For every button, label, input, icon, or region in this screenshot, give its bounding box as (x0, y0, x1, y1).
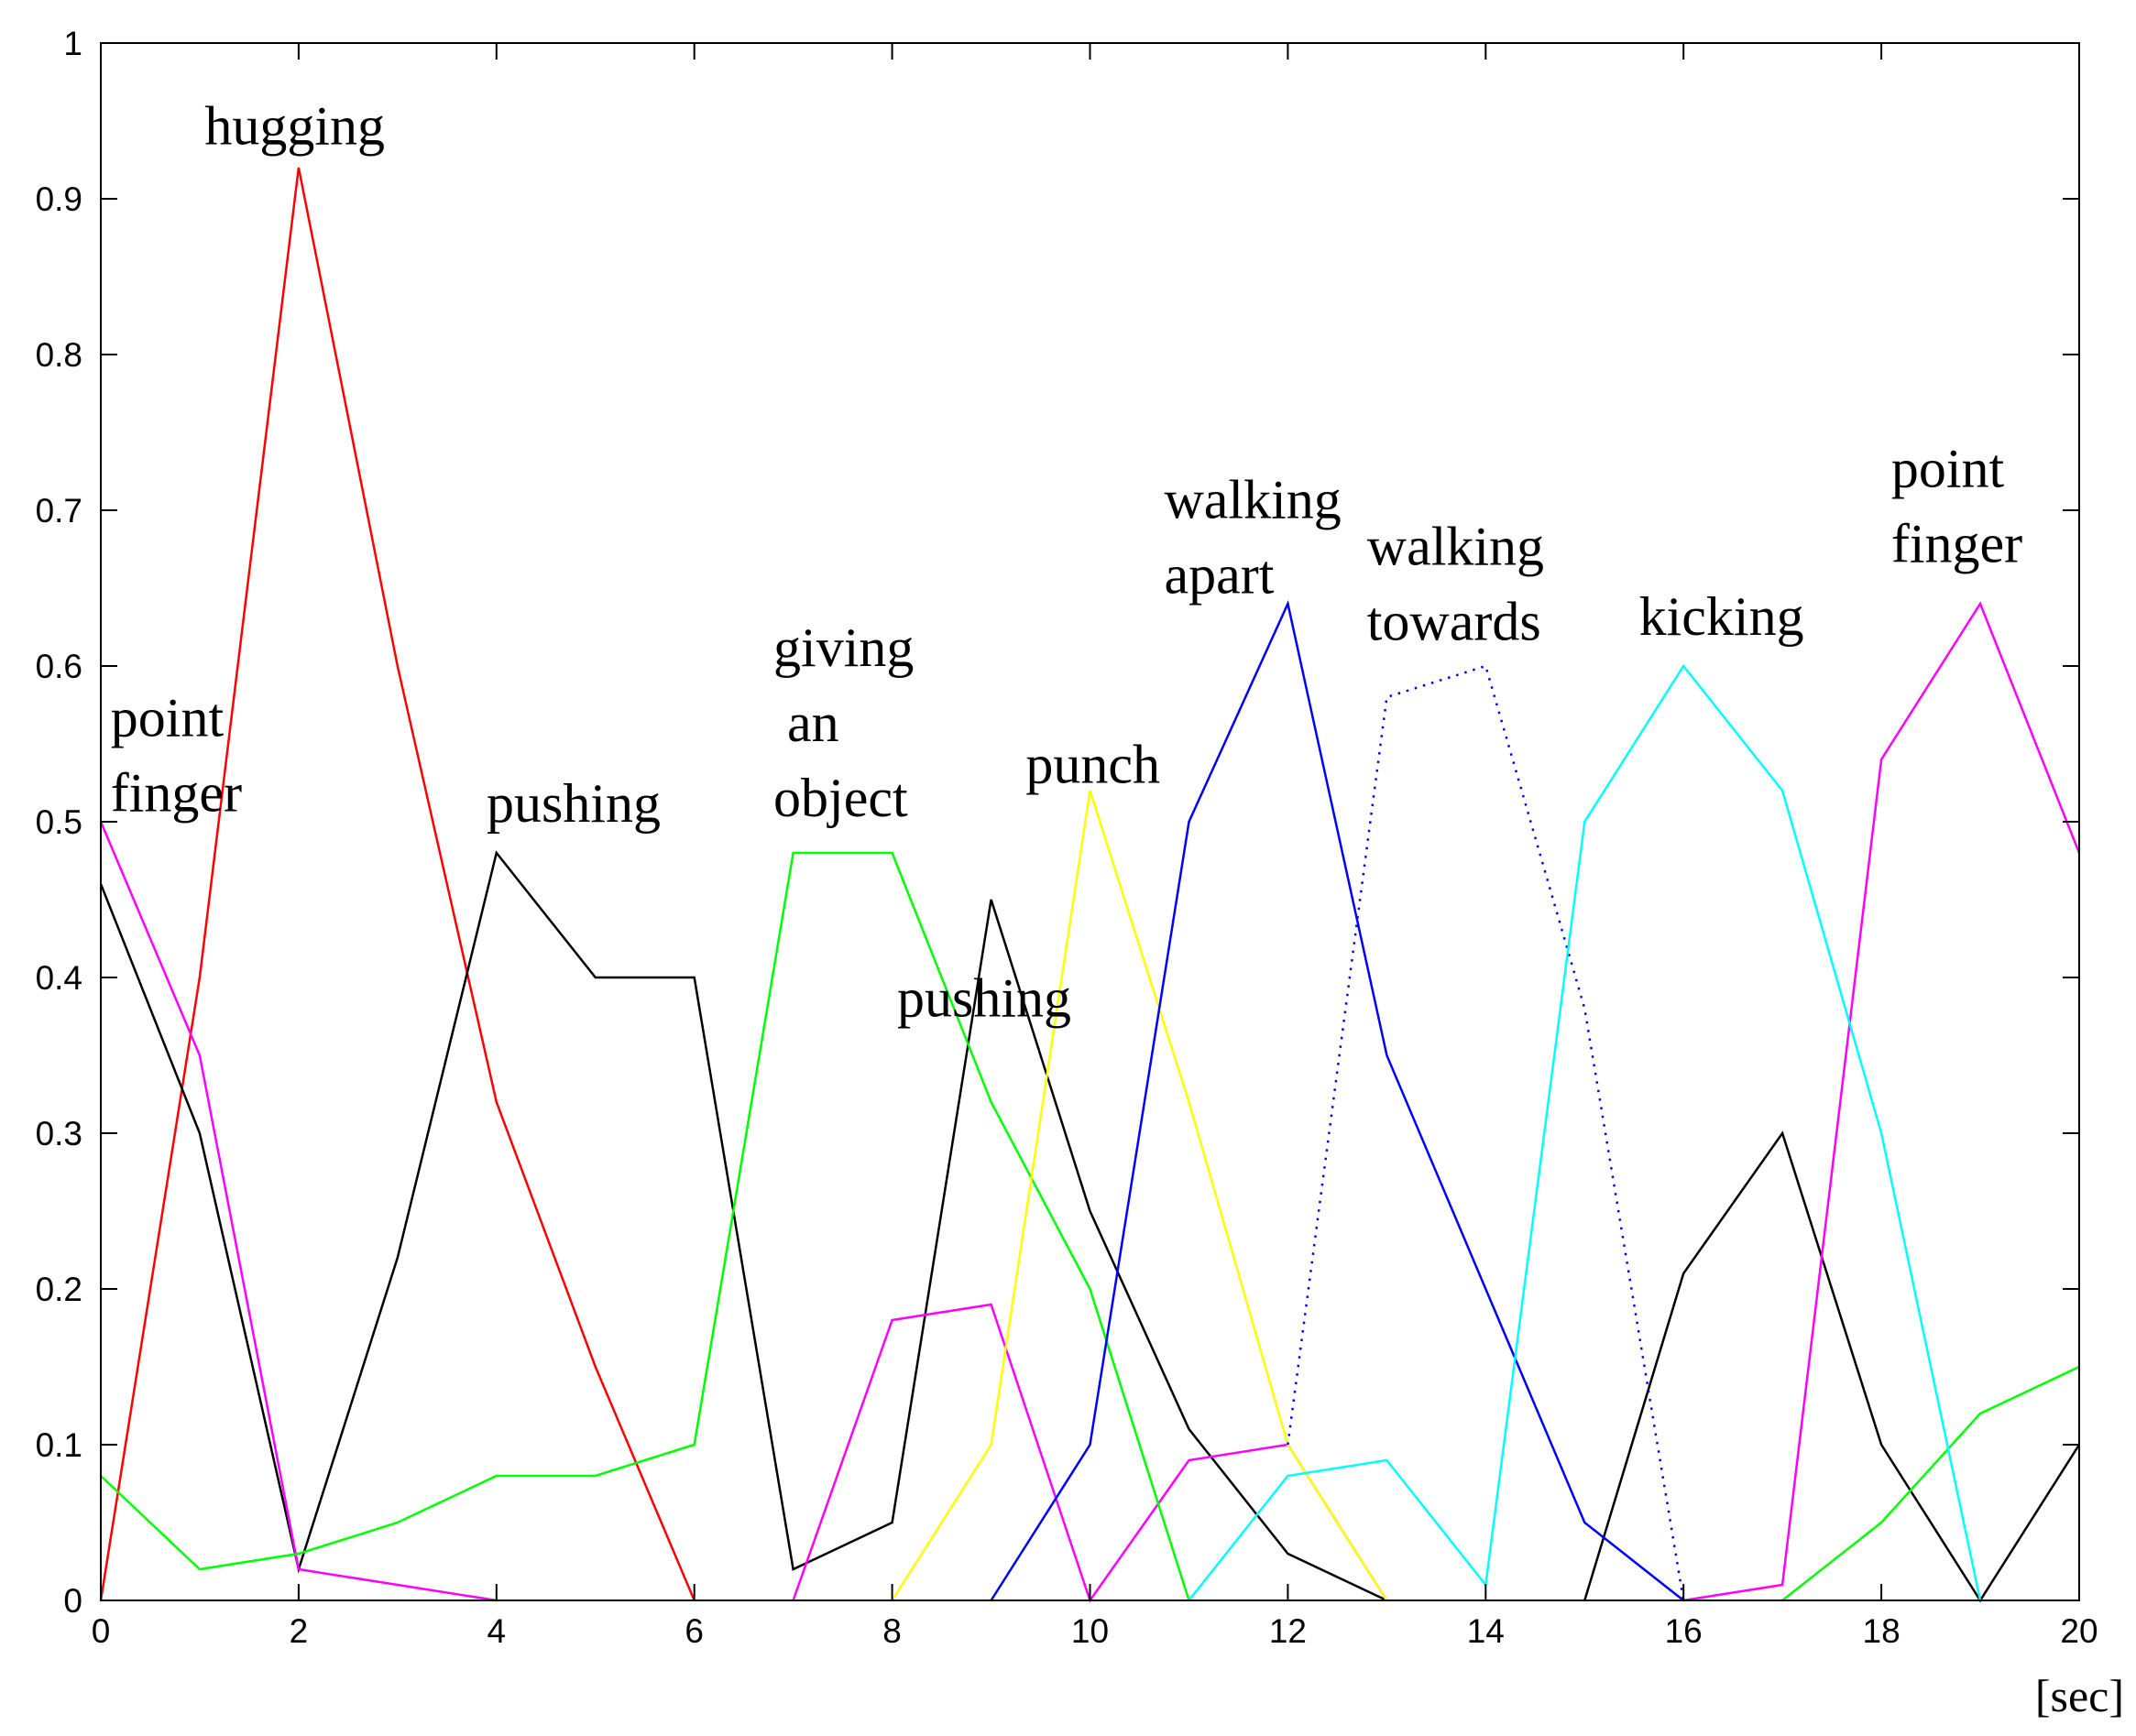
annotation-label-10: point finger (1891, 439, 2022, 574)
x-tick-label: 6 (685, 1612, 704, 1650)
series-line-6 (1683, 601, 2081, 1602)
annotation-label-7: walking apart (1164, 470, 1341, 606)
annotation-line: giving (773, 617, 914, 678)
x-tick-label: 10 (1071, 1612, 1109, 1650)
annotation-line: point (111, 688, 225, 748)
annotation-label-1: point finger (111, 688, 242, 824)
y-tick-label: 0.7 (36, 492, 82, 530)
annotation-label-6: punch (1025, 735, 1160, 795)
y-tick-label: 0.6 (36, 648, 82, 685)
annotation-line: finger (111, 763, 242, 824)
series-line-4 (99, 821, 497, 1602)
annotation-line: apart (1164, 545, 1274, 606)
x-tick-label: 12 (1269, 1612, 1307, 1650)
x-tick-label: 8 (882, 1612, 902, 1650)
y-tick-label: 0.1 (36, 1426, 82, 1464)
y-tick-label: 0 (63, 1582, 82, 1620)
annotation-line: an (773, 693, 839, 753)
y-tick-label: 1 (63, 25, 82, 62)
x-tick-label: 18 (1863, 1612, 1900, 1650)
annotation-line: towards (1367, 592, 1541, 652)
annotation-label-4: giving an object (773, 617, 914, 828)
x-unit-label: [sec] (2035, 1670, 2124, 1721)
annotation-line: hugging (204, 96, 385, 157)
series-line-3 (1583, 1130, 2081, 1603)
y-tick-label: 0.4 (36, 959, 82, 997)
annotation-line: object (773, 768, 908, 828)
series-line-7 (100, 851, 1190, 1601)
y-tick-label: 0.2 (36, 1271, 82, 1308)
annotation-line: pushing (487, 773, 661, 834)
annotation-line: punch (1025, 735, 1160, 795)
annotation-label-8: walking towards (1367, 517, 1544, 652)
annotation-line: pushing (897, 968, 1071, 1029)
annotation-label-9: kicking (1639, 586, 1804, 647)
annotation-line: point (1891, 439, 2005, 499)
x-tick-label: 0 (92, 1612, 111, 1650)
x-tick-label: 4 (487, 1612, 507, 1650)
x-tick-label: 2 (290, 1612, 309, 1650)
annotation-label-2: hugging (204, 96, 385, 157)
annotation-label-3: pushing (487, 773, 661, 834)
y-tick-label: 0.3 (36, 1115, 82, 1152)
x-tick-label: 16 (1665, 1612, 1703, 1650)
ticks-layer: 0 2 4 6 8 10 12 14 16 18 20 0 0.1 0.2 0.3 0.4 0.5 0.6 0.7 0… (36, 25, 2098, 1650)
x-tick-label: 14 (1467, 1612, 1505, 1650)
plot-area (101, 43, 2079, 1600)
annotation-line: walking (1164, 470, 1341, 530)
annotations-layer: point finger hugging pushing giving an object… (111, 96, 2022, 1029)
y-tick-label: 0.5 (36, 803, 82, 841)
y-tick-label: 0.8 (36, 336, 82, 374)
annotation-label-5: pushing (897, 968, 1071, 1029)
series-line-9 (891, 790, 1388, 1601)
series-line-12 (1188, 663, 1982, 1601)
series-line-8 (1781, 1365, 2080, 1601)
series-line-1 (99, 167, 696, 1601)
y-tick-label: 0.9 (36, 180, 82, 218)
annotation-line: kicking (1639, 586, 1804, 647)
series-line-2 (99, 850, 1387, 1602)
annotation-line: finger (1891, 514, 2022, 574)
annotation-line: walking (1367, 517, 1544, 577)
series-line-10 (990, 600, 1684, 1601)
x-tick-label: 20 (2060, 1612, 2098, 1650)
